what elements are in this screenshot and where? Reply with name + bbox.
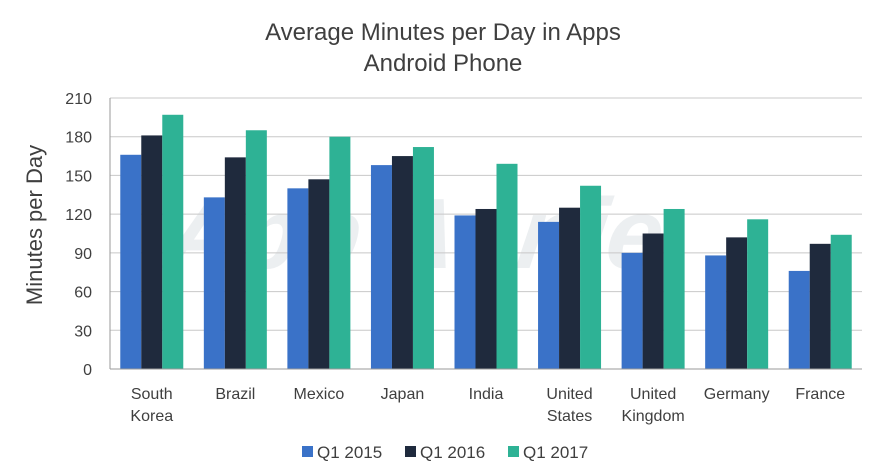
bar-q1-2016 (224, 157, 246, 369)
bar-q1-2016 (475, 208, 497, 369)
bar-q1-2017 (412, 147, 434, 369)
x-tick-label: France (795, 386, 845, 403)
bar-q1-2017 (747, 219, 769, 369)
bar-q1-2015 (538, 221, 560, 369)
y-axis-label: Minutes per Day (22, 145, 47, 305)
x-tick-label: Japan (381, 386, 425, 403)
bar-q1-2016 (642, 233, 664, 369)
x-tick-label: Brazil (215, 386, 255, 403)
bar-q1-2016 (559, 207, 581, 369)
bar-q1-2016 (809, 243, 831, 369)
bar-q1-2016 (308, 179, 330, 369)
y-tick-label: 120 (65, 207, 92, 224)
bar-q1-2015 (454, 215, 476, 369)
bar-q1-2017 (329, 136, 351, 369)
x-tick-label: Germany (704, 386, 770, 403)
bar-q1-2015 (621, 252, 643, 369)
x-tick-label: United States (546, 386, 592, 425)
y-tick-label: 210 (65, 91, 92, 108)
y-tick-label: 180 (65, 130, 92, 147)
y-tick-label: 0 (83, 362, 92, 379)
y-tick-label: 150 (65, 168, 92, 185)
bar-q1-2015 (287, 188, 309, 369)
bar-q1-2015 (788, 270, 810, 369)
x-tick-label: United Kingdom (622, 386, 685, 425)
bar-q1-2017 (162, 114, 184, 370)
legend-swatch (405, 446, 416, 457)
bar-q1-2016 (726, 237, 748, 369)
x-tick-label: India (469, 386, 504, 403)
bar-q1-2017 (663, 208, 685, 369)
legend-label: Q1 2017 (523, 443, 588, 462)
chart-subtitle: Android Phone (364, 50, 523, 77)
bar-q1-2017 (496, 163, 518, 369)
x-tick-label: South Korea (130, 386, 173, 425)
bar-q1-2015 (705, 255, 727, 369)
bar-q1-2017 (830, 234, 852, 369)
bar-q1-2016 (391, 156, 413, 369)
y-tick-label: 30 (74, 323, 92, 340)
chart-title: Average Minutes per Day in Apps (265, 19, 621, 46)
bar-q1-2017 (580, 185, 602, 369)
bar-q1-2015 (120, 154, 142, 369)
bar-q1-2015 (370, 165, 392, 369)
legend-label: Q1 2015 (317, 443, 382, 462)
y-tick-label: 90 (74, 246, 92, 263)
legend-swatch (508, 446, 519, 457)
bar-q1-2017 (245, 130, 267, 369)
x-tick-label: Mexico (294, 386, 345, 403)
bar-q1-2015 (203, 197, 225, 369)
legend-swatch (302, 446, 313, 457)
legend-label: Q1 2016 (420, 443, 485, 462)
y-tick-label: 60 (74, 285, 92, 302)
bar-q1-2016 (141, 135, 163, 369)
